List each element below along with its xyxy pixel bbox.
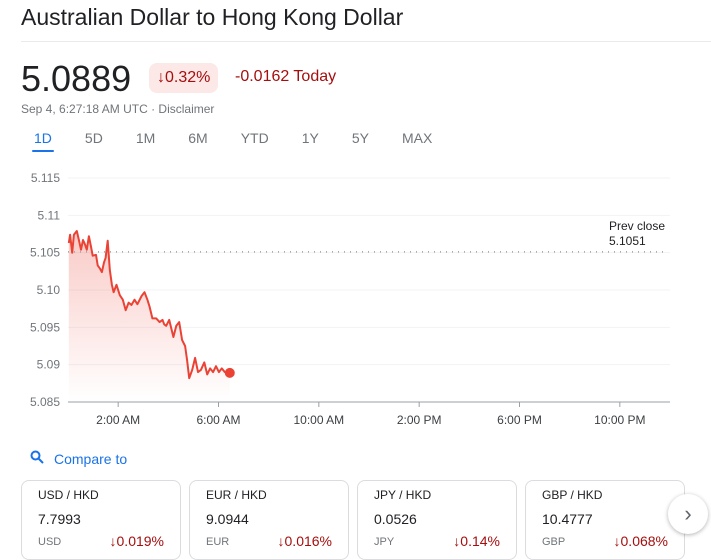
card-value: 10.4777 xyxy=(542,511,593,527)
x-tick-label: 6:00 AM xyxy=(196,413,240,427)
compare-to-button[interactable]: Compare to xyxy=(30,450,127,467)
range-tabs: 1D 5D 1M 6M YTD 1Y 5Y MAX xyxy=(26,130,457,152)
card-pair: GBP / HKD xyxy=(542,488,603,502)
next-cards-button[interactable]: › xyxy=(668,494,708,534)
y-tick-label: 5.09 xyxy=(37,358,61,372)
x-tick-label: 6:00 PM xyxy=(497,413,542,427)
card-code: JPY xyxy=(374,536,395,548)
compare-card-eur[interactable]: EUR / HKD 9.0944 EUR ↓0.016% xyxy=(189,480,349,560)
y-tick-label: 5.10 xyxy=(37,283,61,297)
x-tick-label: 2:00 AM xyxy=(96,413,140,427)
card-code: USD xyxy=(38,536,62,548)
rate-chart[interactable]: 5.115 5.11 5.105 5.10 5.095 5.09 5.085 2:00 AM 6… xyxy=(0,0,711,440)
timestamp: Sep 4, 6:27:18 AM UTC · Disclaimer xyxy=(21,102,215,116)
compare-card-jpy[interactable]: JPY / HKD 0.0526 JPY ↓0.14% xyxy=(357,480,517,560)
chevron-right-icon: › xyxy=(684,501,692,526)
card-value: 9.0944 xyxy=(206,511,249,527)
card-pair: USD / HKD xyxy=(38,488,99,502)
chart-area-fill xyxy=(68,231,230,402)
page-title: Australian Dollar to Hong Kong Dollar xyxy=(21,4,404,30)
card-change: ↓0.016% xyxy=(277,533,332,549)
tab-5y[interactable]: 5Y xyxy=(351,130,369,146)
tab-5d[interactable]: 5D xyxy=(84,130,103,146)
card-pair: JPY / HKD xyxy=(374,488,432,502)
tab-max[interactable]: MAX xyxy=(401,130,433,146)
y-tick-label: 5.115 xyxy=(31,171,60,185)
card-change: ↓0.068% xyxy=(613,533,668,549)
divider xyxy=(21,41,711,42)
x-tick-label: 10:00 PM xyxy=(594,413,645,427)
disclaimer-link[interactable]: Disclaimer xyxy=(158,102,215,116)
tab-1m[interactable]: 1M xyxy=(135,130,156,146)
tab-1y[interactable]: 1Y xyxy=(301,130,319,146)
tab-ytd[interactable]: YTD xyxy=(240,130,269,146)
card-change: ↓0.14% xyxy=(453,533,500,549)
current-point-marker xyxy=(224,367,235,378)
card-value: 0.0526 xyxy=(374,511,417,527)
card-code: GBP xyxy=(542,536,566,548)
x-tick-label: 10:00 AM xyxy=(293,413,344,427)
y-tick-label: 5.105 xyxy=(30,246,60,260)
tab-1d[interactable]: 1D xyxy=(26,130,60,152)
current-rate: 5.0889 xyxy=(21,58,132,99)
compare-card-usd[interactable]: USD / HKD 7.7993 USD ↓0.019% xyxy=(21,480,181,560)
card-change: ↓0.019% xyxy=(109,533,164,549)
prev-close-value: 5.1051 xyxy=(609,234,646,248)
search-icon xyxy=(30,450,44,467)
x-tick-label: 2:00 PM xyxy=(397,413,442,427)
card-value: 7.7993 xyxy=(38,511,81,527)
compare-card-gbp[interactable]: GBP / HKD 10.4777 GBP ↓0.068% xyxy=(525,480,685,560)
tab-6m[interactable]: 6M xyxy=(188,130,208,146)
change-percent-badge: ↓0.32% xyxy=(149,63,219,93)
y-tick-label: 5.085 xyxy=(30,395,60,409)
card-pair: EUR / HKD xyxy=(206,488,267,502)
rate-line xyxy=(67,230,230,380)
card-code: EUR xyxy=(206,536,230,548)
y-tick-label: 5.095 xyxy=(30,320,60,334)
y-tick-label: 5.11 xyxy=(38,208,61,222)
arrow-down-icon: ↓ xyxy=(157,69,165,86)
change-absolute: -0.0162 Today xyxy=(235,68,337,85)
prev-close-label: Prev close xyxy=(609,219,665,233)
